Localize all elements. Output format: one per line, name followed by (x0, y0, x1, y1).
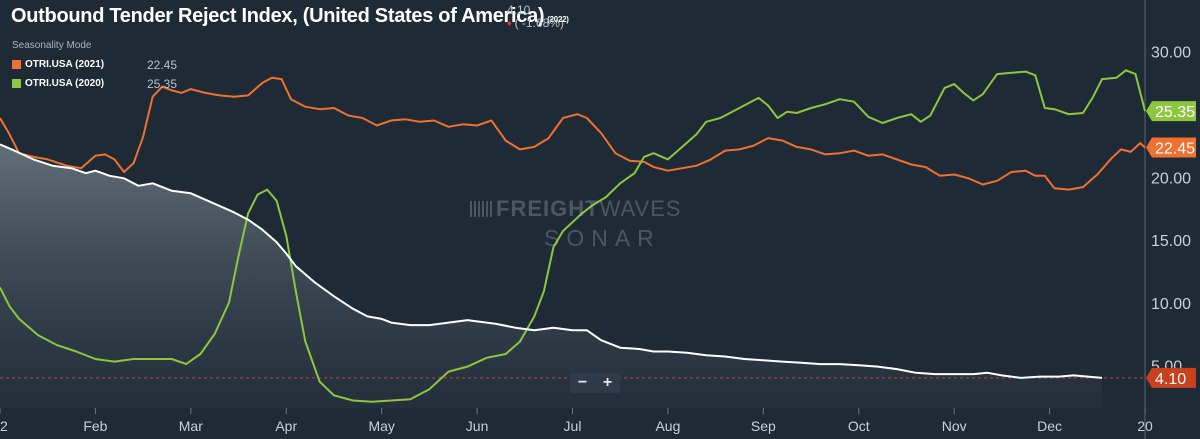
series-line-otri-usa-2021[interactable] (0, 76, 1146, 191)
legend-value-2020: 25.35 (147, 76, 178, 91)
legend-name-2020: OTRI.USA (2020) (25, 78, 105, 89)
freightwaves-logo-icon (470, 201, 492, 217)
legend-value-2021: 22.45 (147, 57, 178, 72)
quote-change-row: ♦ ( -1.68%) (507, 17, 564, 30)
y-tick-label: 10.00 (1151, 296, 1191, 313)
zoom-out-button[interactable]: − (577, 374, 588, 391)
watermark-sonar: SONAR (544, 225, 661, 251)
series-line-otri-usa-2020[interactable] (0, 69, 1146, 403)
y-tick-label: 20.00 (1151, 170, 1191, 187)
y-tick-label: 30.00 (1151, 45, 1191, 62)
end-label-tag-otri-usa-2021 (1146, 137, 1196, 158)
chart-title-text: Outbound Tender Reject Index, (United St… (11, 5, 545, 27)
series-line-otri-usa-2022[interactable] (0, 143, 1103, 379)
end-label-tag-otri-usa-2022 (1146, 367, 1196, 388)
x-tick-label: Apr (275, 418, 297, 434)
legend-name-2021: OTRI.USA (2021) (25, 59, 105, 70)
zoom-control: − + (570, 373, 620, 393)
x-tick-label: May (368, 418, 394, 434)
x-tick-label: 20 (1137, 418, 1153, 434)
quote-value: 4.10 (507, 3, 531, 17)
seasonality-mode-label: Seasonality Mode (12, 40, 92, 51)
freightwaves-sonar-watermark: FREIGHT WAVES SONAR (470, 196, 760, 252)
legend-item-2020[interactable]: OTRI.USA (2020) 25.35 (12, 74, 177, 93)
down-diamond-icon: ♦ (507, 18, 512, 28)
watermark-waves: WAVES (599, 196, 682, 221)
quote-box: 4.10 ♦ ( -1.68%) (507, 4, 564, 30)
legend-swatch-2020 (12, 79, 21, 88)
end-label-value-otri-usa-2022: 4.10 (1155, 371, 1186, 388)
legend-item-2021[interactable]: OTRI.USA (2021) 22.45 (12, 55, 177, 74)
x-tick-label: Mar (179, 418, 203, 434)
x-tick-label: Jul (564, 418, 582, 434)
watermark-top: FREIGHT WAVES (470, 196, 760, 222)
legend: OTRI.USA (2021) 22.45 OTRI.USA (2020) 25… (12, 55, 177, 93)
x-tick-label: 22 (0, 418, 8, 434)
x-tick-label: Feb (83, 418, 107, 434)
x-tick-label: Jun (466, 418, 489, 434)
x-tick-label: Oct (848, 418, 870, 434)
watermark-freight: FREIGHT (496, 196, 600, 221)
x-tick-label: Sep (751, 418, 776, 434)
end-label-value-otri-usa-2021: 22.45 (1155, 141, 1195, 158)
chart-title-year: (2022) (547, 15, 569, 24)
y-tick-label: 15.00 (1151, 233, 1191, 250)
end-label-tag-otri-usa-2020 (1146, 101, 1196, 122)
x-tick-label: Aug (655, 418, 680, 434)
chart-title: Outbound Tender Reject Index, (United St… (11, 5, 569, 28)
x-tick-label: Dec (1037, 418, 1062, 434)
quote-change: ( -1.68%) (514, 16, 564, 30)
legend-swatch-2021 (12, 60, 21, 69)
end-label-value-otri-usa-2020: 25.35 (1155, 104, 1195, 121)
x-tick-label: Nov (942, 418, 967, 434)
zoom-in-button[interactable]: + (602, 374, 613, 391)
series-area-otri-usa-2022 (0, 144, 1103, 408)
